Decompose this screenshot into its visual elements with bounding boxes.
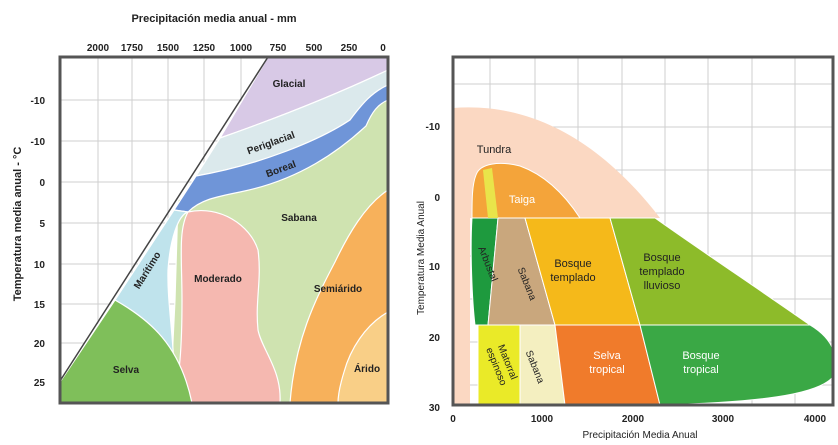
left-y-tick: 15 bbox=[34, 300, 46, 311]
label-bosque-tropical-2: tropical bbox=[683, 364, 718, 376]
right-x-tick: 2000 bbox=[622, 414, 645, 425]
region-boreal bbox=[172, 84, 388, 213]
label-bosque-templado-1: Bosque bbox=[554, 258, 591, 270]
label-bosque-tropical-1: Bosque bbox=[682, 350, 719, 362]
label-selva-tropical-2: tropical bbox=[589, 364, 624, 376]
label-bosque-lluvioso-2: templado bbox=[639, 266, 684, 278]
left-x-tick: 1750 bbox=[121, 43, 144, 54]
left-x-tick: 250 bbox=[341, 43, 358, 54]
right-y-tick: -10 bbox=[426, 122, 441, 133]
left-x-tick: 500 bbox=[306, 43, 323, 54]
left-top-title: Precipitación media anual - mm bbox=[131, 13, 296, 25]
right-x-tick: 3000 bbox=[712, 414, 735, 425]
label-selva-tropical-1: Selva bbox=[593, 350, 621, 362]
left-y-tick: 10 bbox=[34, 260, 46, 271]
label-glacial: Glacial bbox=[273, 79, 306, 90]
left-y-tick: 5 bbox=[39, 219, 45, 230]
label-moderado: Moderado bbox=[194, 274, 242, 285]
left-diagonal-edge bbox=[59, 56, 269, 382]
region-selva-tropical bbox=[554, 324, 661, 405]
label-bosque-lluvioso-1: Bosque bbox=[643, 252, 680, 264]
left-diagram: Precipitación media anual - mm 2000 1750… bbox=[12, 13, 390, 405]
right-y-tick: 20 bbox=[429, 333, 441, 344]
region-matorral bbox=[477, 324, 521, 405]
label-selva-left: Selva bbox=[113, 365, 140, 376]
right-y-tick: 10 bbox=[429, 262, 441, 273]
left-x-tick: 1000 bbox=[230, 43, 253, 54]
region-moderado bbox=[171, 210, 281, 403]
left-x-tick: 1250 bbox=[193, 43, 216, 54]
label-bosque-lluvioso-3: lluvioso bbox=[644, 280, 681, 292]
right-x-tick: 4000 bbox=[804, 414, 827, 425]
right-x-title: Precipitación Media Anual bbox=[582, 430, 697, 441]
label-taiga: Taiga bbox=[509, 194, 536, 206]
right-diagram: 0 1000 2000 3000 4000 Precipitación Medi… bbox=[416, 55, 835, 441]
right-y-title: Temperatura Media Anual bbox=[416, 201, 427, 315]
left-x-tick: 1500 bbox=[157, 43, 180, 54]
left-y-tick: -10 bbox=[31, 137, 46, 148]
left-x-tick: 0 bbox=[380, 43, 386, 54]
region-sabana-lower bbox=[519, 324, 566, 405]
region-taiga bbox=[471, 162, 581, 219]
left-x-tick: 2000 bbox=[87, 43, 110, 54]
left-y-tick: 0 bbox=[39, 178, 45, 189]
left-y-tick: 25 bbox=[34, 378, 46, 389]
region-arido bbox=[337, 311, 388, 403]
left-y-tick: -10 bbox=[31, 96, 46, 107]
label-arido: Árido bbox=[354, 362, 380, 375]
region-bosque-tropical bbox=[639, 324, 833, 405]
left-grid-triangle bbox=[60, 57, 242, 344]
label-sabana-left: Sabana bbox=[281, 213, 317, 224]
right-x-ticks: 0 1000 2000 3000 4000 bbox=[450, 414, 826, 425]
right-y-tick: 30 bbox=[429, 403, 441, 414]
left-frame bbox=[58, 55, 390, 405]
left-x-ticks: 2000 1750 1500 1250 1000 750 500 250 0 bbox=[87, 43, 386, 54]
right-x-tick: 0 bbox=[450, 414, 456, 425]
left-y-tick: 20 bbox=[34, 339, 46, 350]
right-x-tick: 1000 bbox=[531, 414, 554, 425]
left-x-tick: 750 bbox=[270, 43, 287, 54]
right-y-tick: 0 bbox=[434, 193, 440, 204]
left-y-ticks: -10 -10 0 5 10 15 20 25 bbox=[31, 96, 46, 389]
label-tundra: Tundra bbox=[477, 144, 512, 156]
left-y-title: Temperatura media anual - °C bbox=[12, 147, 24, 302]
region-taiga-strip bbox=[483, 168, 498, 218]
label-bosque-templado-2: templado bbox=[550, 272, 595, 284]
right-frame bbox=[451, 55, 835, 407]
right-y-ticks: -10 0 10 20 30 bbox=[426, 122, 441, 414]
label-semiarido: Semiárido bbox=[314, 284, 362, 295]
region-bosque-lluvioso bbox=[609, 217, 812, 326]
